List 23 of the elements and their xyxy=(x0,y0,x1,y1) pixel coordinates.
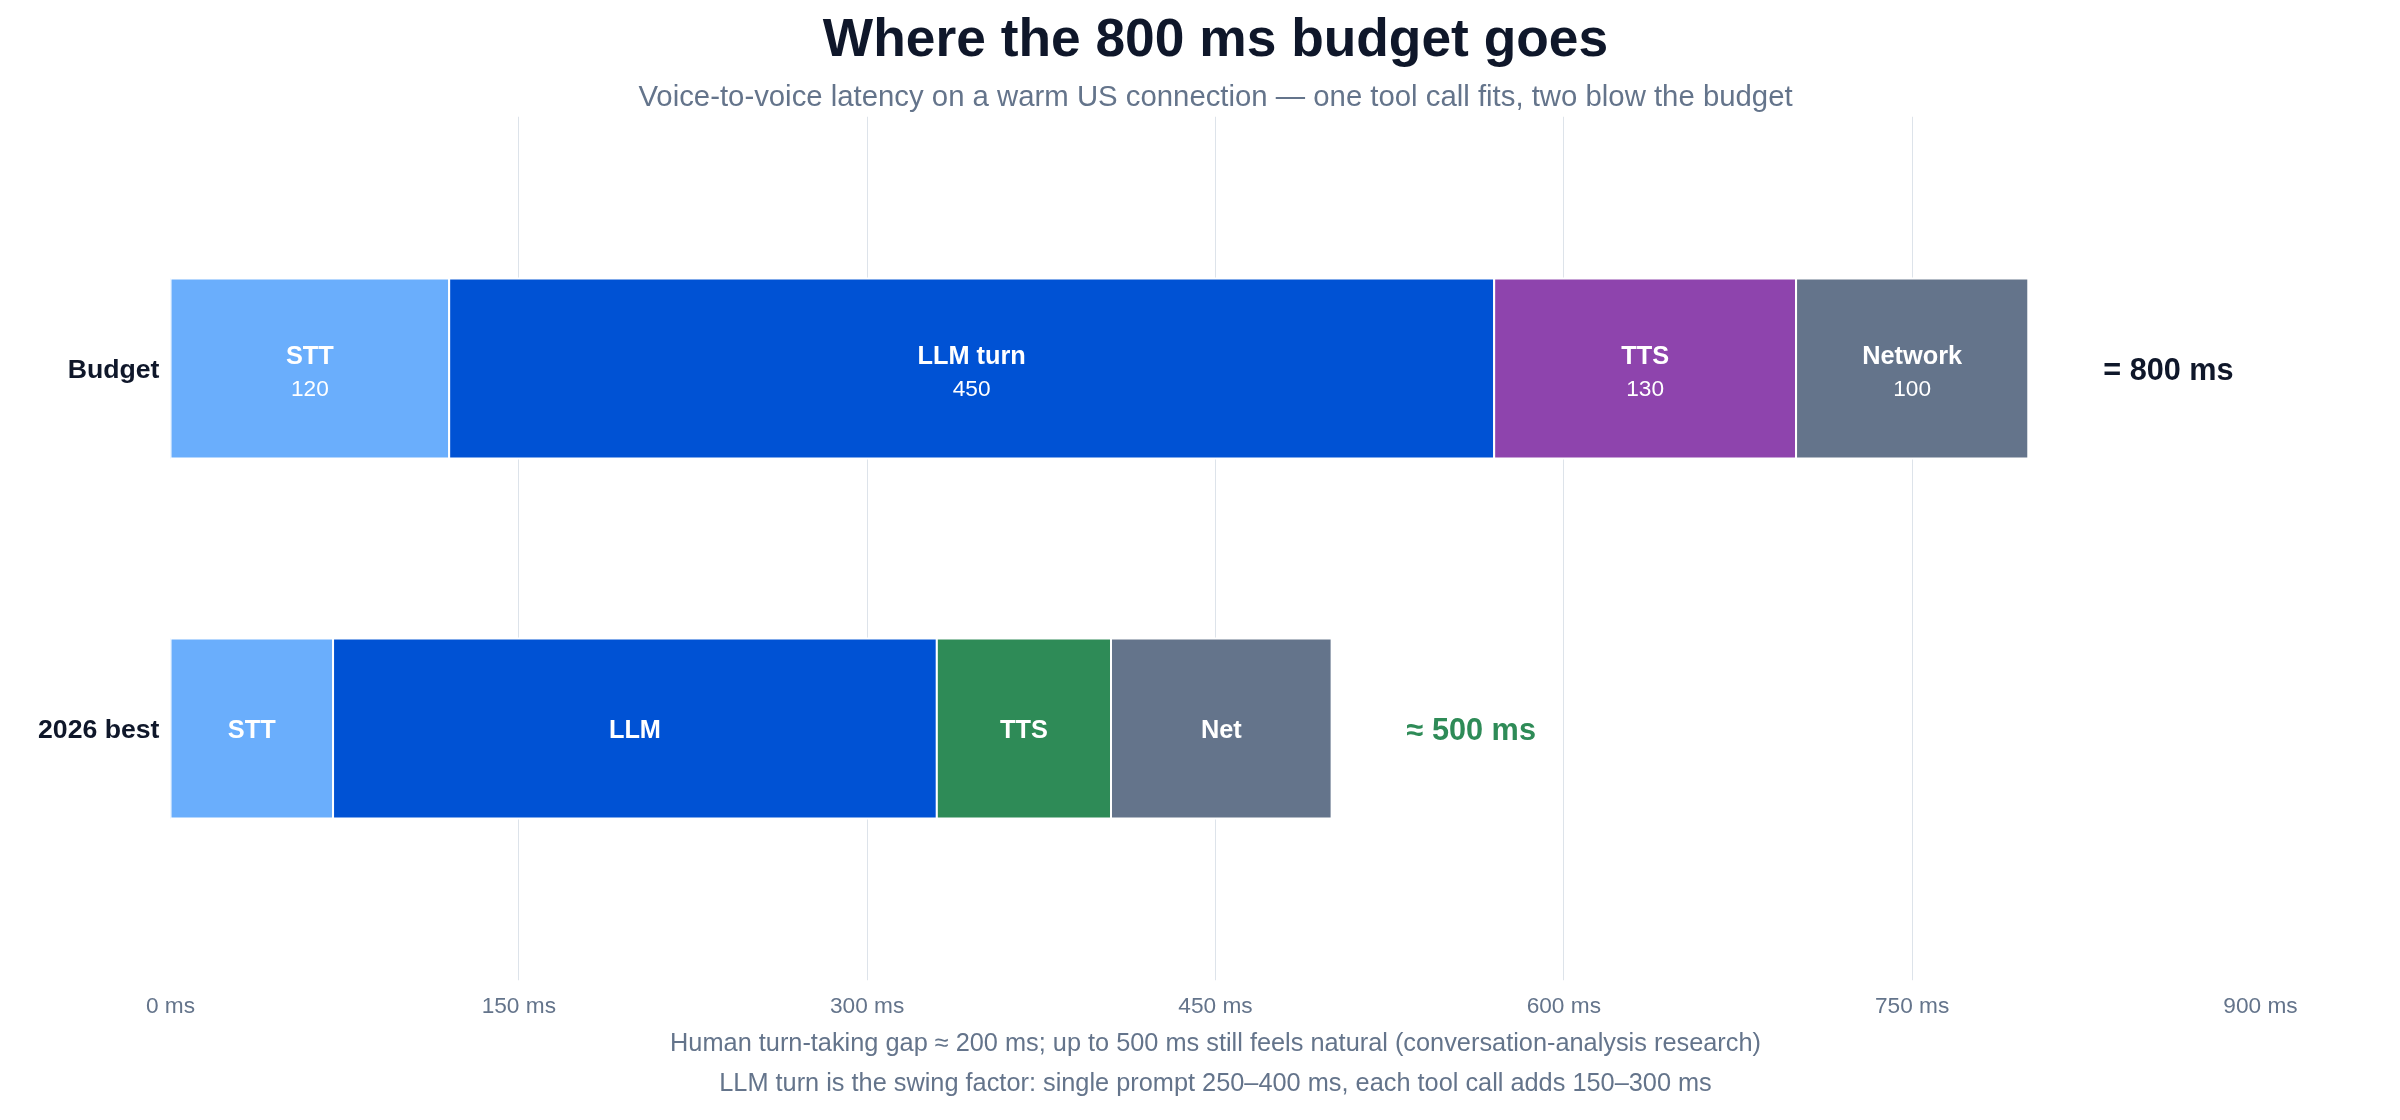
data-label: TTS xyxy=(1000,714,1048,743)
data-label: STT xyxy=(227,714,277,743)
data-label: Net xyxy=(1200,714,1243,743)
data-label: LLM xyxy=(608,714,661,743)
x-tick-label: 600 ms xyxy=(1526,991,1601,1018)
data-label: TTS 130 xyxy=(1621,340,1670,401)
x-tick-label: 300 ms xyxy=(830,991,905,1018)
text: LLM turn is the swing factor: single prompt 250–400 ms, each tool call adds 150–300 ms xyxy=(719,1067,1712,1096)
text: Human turn-taking gap ≈ 200 ms; up to 500 ms still feels natural (conversation-analysis research) xyxy=(670,1027,1761,1056)
total-label: = 800 ms xyxy=(2103,351,2234,386)
x-tick-label: 900 ms xyxy=(2223,991,2298,1018)
y-tick-label: 2026 best xyxy=(37,713,160,744)
x-tick-label: 0 ms xyxy=(145,991,196,1018)
total-label: ≈ 500 ms xyxy=(1406,711,1536,746)
x-tick-label: 450 ms xyxy=(1178,991,1253,1018)
data-label: Network 100 xyxy=(1862,340,1964,401)
y-tick-label: Budget xyxy=(67,353,160,384)
data-label: LLM turn 450 xyxy=(917,340,1026,401)
x-tick-label: 150 ms xyxy=(481,991,556,1018)
data-label: STT 120 xyxy=(285,340,335,401)
chart-subtitle: Voice-to-voice latency on a warm US connection — one tool call fits, two blow the budget xyxy=(638,78,1793,112)
x-tick-label: 750 ms xyxy=(1875,991,1950,1018)
chart-title: Where the 800 ms budget goes xyxy=(822,7,1609,67)
